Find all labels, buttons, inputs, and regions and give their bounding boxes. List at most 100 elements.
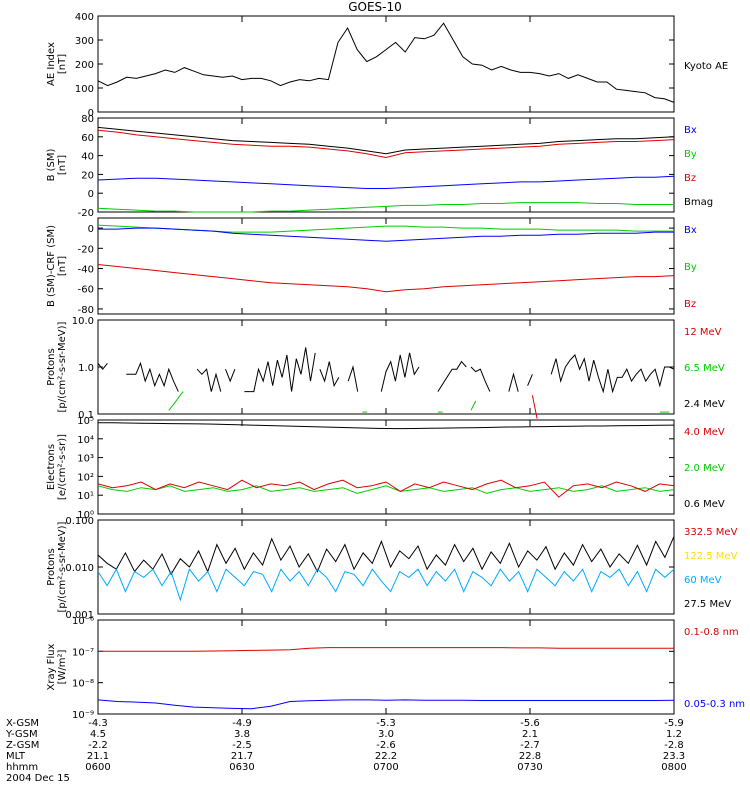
legend-label: Bx [684, 125, 697, 136]
x-tick-label: 0730 [517, 762, 542, 773]
legend-label: By [684, 262, 697, 273]
x-tick-label: 4.5 [90, 729, 106, 740]
series-line [437, 360, 467, 392]
series-line [97, 362, 108, 371]
panel-frame [97, 217, 675, 315]
x-tick-label: -5.3 [376, 718, 396, 729]
x-tick-label: 21.1 [87, 751, 109, 762]
footer-label-xgsm: X-GSM [6, 718, 40, 729]
x-tick-label: 0700 [373, 762, 398, 773]
series-line [225, 369, 236, 383]
series-line [97, 479, 675, 498]
x-tick-label: 21.7 [231, 751, 253, 762]
y-tick-label: 10⁻⁸ [72, 679, 94, 690]
series-line [527, 374, 533, 386]
y-tick-label: 0 [88, 224, 94, 235]
series-line [168, 391, 184, 411]
y-axis-label: [nT] [57, 256, 68, 276]
y-tick-label: 10⁰ [77, 510, 94, 521]
panel-frame [97, 117, 675, 213]
y-axis-label: AE Index [46, 42, 57, 86]
chart-title: GOES-10 [348, 0, 402, 14]
legend-label: 332.5 MeV [684, 527, 738, 538]
series-line [244, 347, 316, 393]
y-axis-label: [p/(cm²-s-sr-MeV)] [57, 321, 68, 412]
y-tick-label: -60 [78, 285, 94, 296]
y-tick-label: 80 [81, 114, 94, 125]
y-axis-label: Protons [46, 348, 57, 385]
series-line [97, 175, 675, 189]
legend-label: Bz [684, 299, 696, 310]
y-tick-label: 100 [75, 84, 94, 95]
panel-frame [97, 15, 675, 113]
x-tick-label: 0600 [85, 762, 110, 773]
footer-label-date: 2004 Dec 15 [6, 773, 70, 784]
series-line [98, 647, 674, 652]
series-line [470, 366, 491, 392]
series-line [98, 422, 675, 430]
y-tick-label: 0.010 [65, 563, 94, 574]
y-axis-label: [p/(cm²-s-sr-MeV)] [57, 521, 68, 612]
panel-frame [97, 419, 675, 515]
legend-label: 0.6 MeV [684, 499, 725, 510]
legend-label: 6.5 MeV [684, 363, 725, 374]
legend-label: 60 MeV [684, 575, 722, 586]
x-tick-label: 22.8 [519, 751, 541, 762]
x-tick-label: -4.9 [232, 718, 252, 729]
legend-label: 2.0 MeV [684, 463, 725, 474]
y-tick-label: 1.0 [78, 363, 94, 374]
y-tick-label: 300 [75, 36, 94, 47]
series-line [97, 264, 675, 293]
y-tick-label: -20 [78, 244, 94, 255]
y-tick-label: 10⁻⁹ [72, 710, 94, 721]
footer-label-zgsm: Z-GSM [6, 740, 40, 751]
series-line [97, 485, 675, 494]
y-tick-label: 10¹ [77, 491, 94, 502]
y-axis-label: [nT] [57, 155, 68, 175]
legend-label: Bx [684, 225, 697, 236]
legend-label: By [684, 149, 697, 160]
y-tick-label: 0.100 [65, 516, 94, 527]
x-axis-footer: X-GSM Y-GSM Z-GSM MLT hhmm 2004 Dec 15 [6, 718, 70, 784]
series-line [508, 372, 519, 392]
y-tick-label: -40 [78, 265, 94, 276]
y-axis-label: Electrons [46, 444, 57, 490]
panel-frame [97, 519, 675, 615]
series-line [97, 126, 675, 155]
series-line [319, 361, 340, 388]
series-line [97, 22, 675, 103]
legend-label: 4.0 MeV [684, 427, 725, 438]
y-axis-label: [W/m²] [57, 649, 68, 684]
y-tick-label: 10⁻⁶ [72, 616, 94, 627]
series-line [531, 395, 538, 419]
y-tick-label: 60 [81, 133, 94, 144]
series-line [380, 352, 420, 392]
y-tick-label: 20 [81, 170, 94, 181]
series-line [97, 568, 675, 602]
x-tick-label: -5.9 [664, 718, 684, 729]
x-tick-label: -2.6 [376, 740, 396, 751]
series-line [98, 227, 674, 242]
y-axis-label: Protons [46, 548, 57, 585]
y-axis-label: Xray Flux [46, 643, 57, 690]
y-tick-label: 10⁵ [77, 416, 94, 427]
series-line [97, 224, 674, 233]
series-line [347, 365, 359, 392]
legend-label: 12 MeV [684, 327, 722, 338]
footer-label-hhmm: hhmm [6, 762, 39, 773]
y-tick-label: 10³ [77, 454, 94, 465]
y-tick-label: 10⁻⁷ [72, 647, 94, 658]
y-tick-label: 10² [77, 472, 94, 483]
series-line [97, 536, 675, 576]
y-tick-label: 40 [81, 152, 94, 163]
footer-label-mlt: MLT [6, 751, 25, 762]
series-line [470, 400, 477, 411]
series-line [196, 368, 222, 392]
x-tick-label: 3.8 [234, 729, 250, 740]
legend-label: 0.1-0.8 nm [684, 627, 739, 638]
y-tick-label: 0 [88, 189, 94, 200]
legend-label: 0.05-0.3 nm [684, 699, 745, 710]
legend-label: 27.5 MeV [684, 599, 731, 610]
x-tick-label: 22.2 [375, 751, 397, 762]
